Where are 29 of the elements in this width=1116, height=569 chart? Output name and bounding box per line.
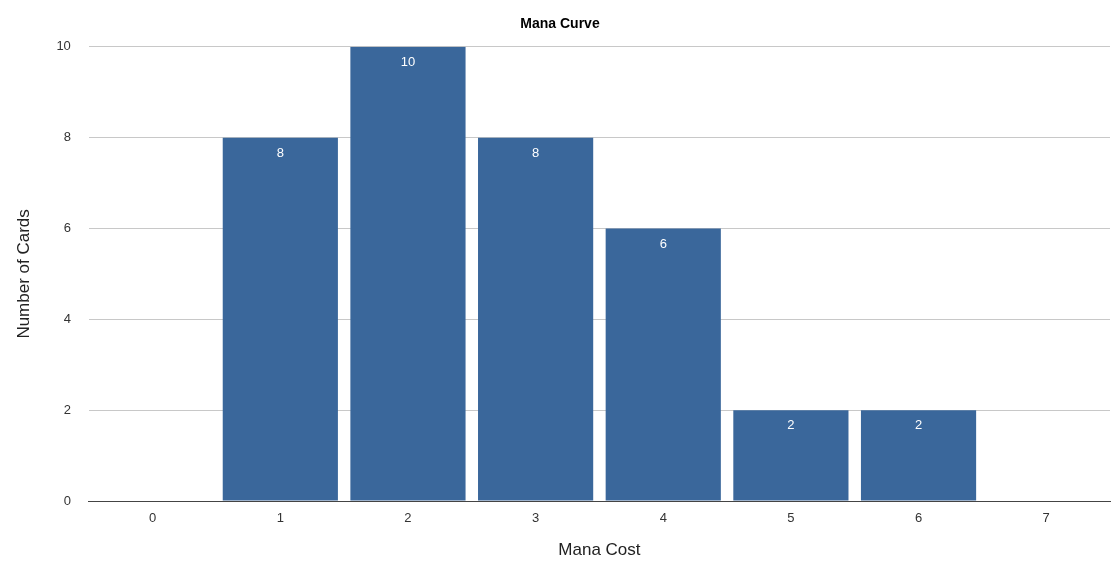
y-tick-label: 10 <box>56 38 71 54</box>
bar <box>478 137 594 501</box>
x-tick-label: 5 <box>787 510 795 526</box>
data-label: 8 <box>531 144 540 160</box>
data-label: 8 <box>276 144 284 160</box>
data-label: 10 <box>400 53 416 69</box>
x-tick-label: 6 <box>914 510 923 526</box>
y-tick-label: 8 <box>63 129 71 145</box>
bar <box>350 46 466 501</box>
data-label: 2 <box>914 417 923 433</box>
x-tick-label: 2 <box>404 510 412 526</box>
x-tick-label: 4 <box>659 510 667 526</box>
bar <box>860 410 977 501</box>
x-tick-label: 0 <box>149 510 157 526</box>
x-tick-label: 1 <box>276 510 284 526</box>
bar <box>733 410 849 501</box>
bar <box>605 228 721 501</box>
y-axis-title: Number of Cards <box>13 209 33 339</box>
x-tick-label: 3 <box>531 510 540 526</box>
y-tick-label: 0 <box>63 492 71 508</box>
data-label: 2 <box>787 417 795 433</box>
chart-title: Mana Curve <box>520 15 600 32</box>
x-axis-title: Mana Cost <box>558 540 641 560</box>
y-tick-label: 4 <box>63 310 71 326</box>
bar <box>222 137 338 501</box>
data-label: 6 <box>659 235 667 251</box>
x-tick-label: 7 <box>1042 510 1050 526</box>
y-tick-label: 6 <box>63 220 71 236</box>
y-tick-label: 2 <box>63 401 71 417</box>
